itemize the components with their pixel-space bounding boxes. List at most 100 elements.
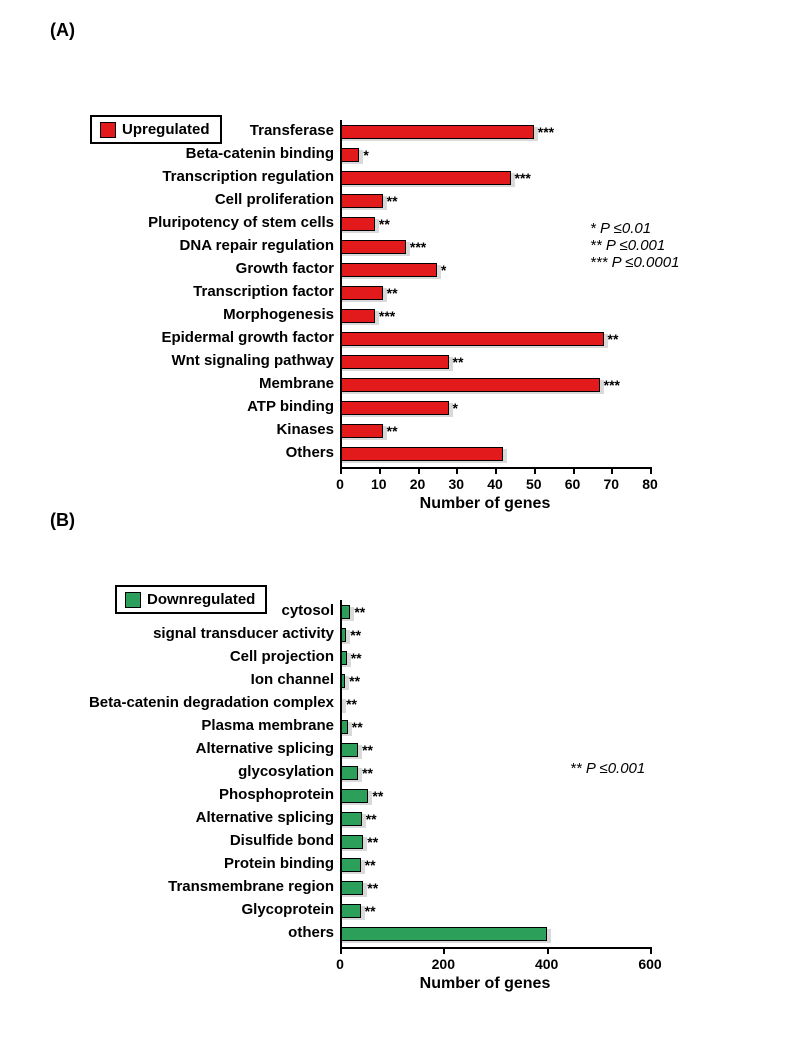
bar-row: Phosphoprotein** xyxy=(340,784,650,807)
x-axis-title: Number of genes xyxy=(420,495,551,513)
x-tick-label: 200 xyxy=(432,956,455,972)
bar xyxy=(340,789,368,803)
x-tick-label: 80 xyxy=(642,476,658,492)
panel-b-label: (B) xyxy=(50,510,75,531)
x-axis xyxy=(340,947,650,949)
x-tick xyxy=(418,467,420,474)
category-label: glycosylation xyxy=(238,763,340,780)
x-tick xyxy=(340,947,342,954)
category-label: Protein binding xyxy=(224,855,340,872)
legend-text-up: Upregulated xyxy=(122,121,210,138)
bar xyxy=(340,171,511,185)
significance-marker: *** xyxy=(538,124,554,140)
category-label: Others xyxy=(286,444,340,461)
x-tick-label: 600 xyxy=(638,956,661,972)
significance-marker: * xyxy=(453,400,458,416)
bar-row: Wnt signaling pathway** xyxy=(340,350,650,373)
x-tick-label: 40 xyxy=(487,476,503,492)
category-label: signal transducer activity xyxy=(153,625,340,642)
pvalue-note-a: * P ≤0.01** P ≤0.001*** P ≤0.0001 xyxy=(590,220,679,271)
significance-marker: ** xyxy=(366,811,377,827)
bar xyxy=(340,401,449,415)
category-label: Kinases xyxy=(276,421,340,438)
category-label: Transferase xyxy=(250,122,340,139)
bar-row: Alternative splicing** xyxy=(340,807,650,830)
y-axis xyxy=(340,600,342,949)
bar xyxy=(340,447,503,461)
bar-row: Morphogenesis*** xyxy=(340,304,650,327)
bar xyxy=(340,881,363,895)
category-label: Cell projection xyxy=(230,648,340,665)
bar-row: cytosol** xyxy=(340,600,650,623)
bar xyxy=(340,125,534,139)
bar-row: Beta-catenin binding* xyxy=(340,143,650,166)
pvalue-line: *** P ≤0.0001 xyxy=(590,254,679,271)
pvalue-line: ** P ≤0.001 xyxy=(570,760,645,777)
bar-row: Transmembrane region** xyxy=(340,876,650,899)
category-label: Beta-catenin degradation complex xyxy=(89,694,340,711)
significance-marker: ** xyxy=(351,650,362,666)
x-tick-label: 0 xyxy=(336,956,344,972)
bar-row: others xyxy=(340,922,650,945)
significance-marker: * xyxy=(363,147,368,163)
bar xyxy=(340,378,600,392)
significance-marker: ** xyxy=(379,216,390,232)
category-label: Wnt signaling pathway xyxy=(171,352,340,369)
bar xyxy=(340,766,358,780)
x-tick-label: 10 xyxy=(371,476,387,492)
pvalue-line: ** P ≤0.001 xyxy=(590,237,679,254)
significance-marker: *** xyxy=(515,170,531,186)
x-tick xyxy=(340,467,342,474)
legend-text-down: Downregulated xyxy=(147,591,255,608)
significance-marker: ** xyxy=(362,765,373,781)
significance-marker: ** xyxy=(346,696,357,712)
bar-row: Transcription regulation*** xyxy=(340,166,650,189)
x-axis-title: Number of genes xyxy=(420,975,551,993)
bar xyxy=(340,904,361,918)
category-label: others xyxy=(288,924,340,941)
x-tick xyxy=(650,947,652,954)
bar-row: Epidermal growth factor** xyxy=(340,327,650,350)
significance-marker: ** xyxy=(352,719,363,735)
significance-marker: ** xyxy=(608,331,619,347)
x-tick-label: 20 xyxy=(410,476,426,492)
category-label: Cell proliferation xyxy=(215,191,340,208)
significance-marker: ** xyxy=(367,834,378,850)
significance-marker: *** xyxy=(379,308,395,324)
significance-marker: ** xyxy=(372,788,383,804)
category-label: Glycoprotein xyxy=(241,901,340,918)
bar xyxy=(340,858,361,872)
significance-marker: ** xyxy=(362,742,373,758)
significance-marker: ** xyxy=(387,285,398,301)
category-label: Plasma membrane xyxy=(201,717,340,734)
bar-row: Transferase*** xyxy=(340,120,650,143)
bar-row: Membrane*** xyxy=(340,373,650,396)
bar xyxy=(340,240,406,254)
significance-marker: ** xyxy=(453,354,464,370)
x-tick xyxy=(495,467,497,474)
bar xyxy=(340,194,383,208)
bar-row: Kinases** xyxy=(340,419,650,442)
significance-marker: ** xyxy=(387,193,398,209)
x-tick-label: 50 xyxy=(526,476,542,492)
bar xyxy=(340,355,449,369)
pvalue-line: * P ≤0.01 xyxy=(590,220,679,237)
category-label: ATP binding xyxy=(247,398,340,415)
bar xyxy=(340,148,359,162)
bar-row: Alternative splicing** xyxy=(340,738,650,761)
significance-marker: ** xyxy=(354,604,365,620)
category-label: Alternative splicing xyxy=(196,740,340,757)
significance-marker: ** xyxy=(367,880,378,896)
x-tick xyxy=(547,947,549,954)
legend-swatch-down xyxy=(125,592,141,608)
category-label: Alternative splicing xyxy=(196,809,340,826)
x-tick xyxy=(379,467,381,474)
category-label: Morphogenesis xyxy=(223,306,340,323)
x-tick xyxy=(443,947,445,954)
category-label: DNA repair regulation xyxy=(180,237,340,254)
significance-marker: * xyxy=(441,262,446,278)
category-label: Disulfide bond xyxy=(230,832,340,849)
legend-upregulated: Upregulated xyxy=(90,115,222,144)
legend-downregulated: Downregulated xyxy=(115,585,267,614)
significance-marker: ** xyxy=(349,673,360,689)
